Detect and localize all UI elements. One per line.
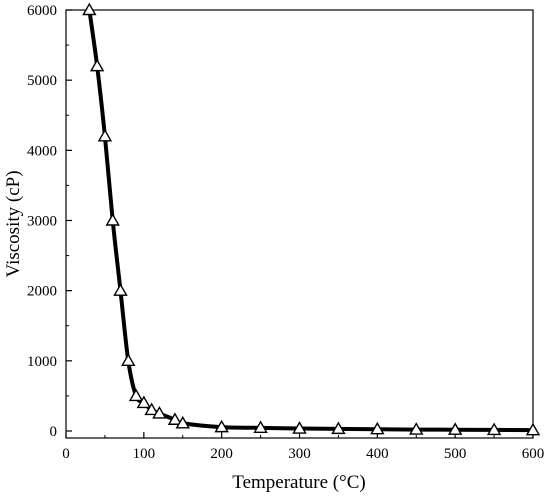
y-tick-label: 6000 xyxy=(27,3,57,19)
data-point xyxy=(121,353,136,367)
data-point xyxy=(370,421,385,435)
data-point xyxy=(447,422,463,435)
data-point xyxy=(486,422,502,436)
y-axis: 0 1000 2000 3000 4000 5000 6000 xyxy=(27,3,72,440)
data-point xyxy=(152,406,167,419)
y-tick-label: 4000 xyxy=(27,143,57,159)
data-point xyxy=(128,388,144,402)
data-point xyxy=(113,283,128,296)
x-tick-label: 600 xyxy=(522,446,545,462)
x-axis: 0 100 200 300 400 500 600 xyxy=(62,432,544,462)
x-tick-label: 100 xyxy=(133,446,156,462)
data-point xyxy=(253,420,268,434)
y-tick-label: 1000 xyxy=(27,354,57,370)
data-point xyxy=(175,415,190,429)
x-tick-label: 0 xyxy=(62,446,70,462)
data-point xyxy=(105,213,120,226)
y-tick-label: 2000 xyxy=(27,284,57,300)
series-line xyxy=(87,8,535,433)
data-point xyxy=(331,421,346,435)
x-tick-label: 500 xyxy=(444,446,467,462)
plot-frame xyxy=(65,9,534,439)
data-point xyxy=(214,419,229,433)
x-axis-title: Temperature (°C) xyxy=(232,472,365,493)
x-tick-label: 200 xyxy=(210,446,233,462)
data-point xyxy=(292,421,307,434)
data-point xyxy=(409,422,424,435)
y-axis-title: Viscosity (cP) xyxy=(3,170,24,277)
data-point xyxy=(97,128,113,142)
data-point xyxy=(525,422,541,436)
y-tick-label: 0 xyxy=(50,424,58,440)
data-point xyxy=(167,412,183,425)
y-tick-label: 5000 xyxy=(27,73,57,89)
data-markers xyxy=(82,2,541,436)
data-point xyxy=(136,395,152,409)
data-point xyxy=(82,2,97,16)
data-point xyxy=(144,402,159,416)
data-point xyxy=(89,58,105,72)
x-tick-label: 400 xyxy=(366,446,389,462)
x-tick-label: 300 xyxy=(288,446,311,462)
y-tick-label: 3000 xyxy=(27,213,57,229)
